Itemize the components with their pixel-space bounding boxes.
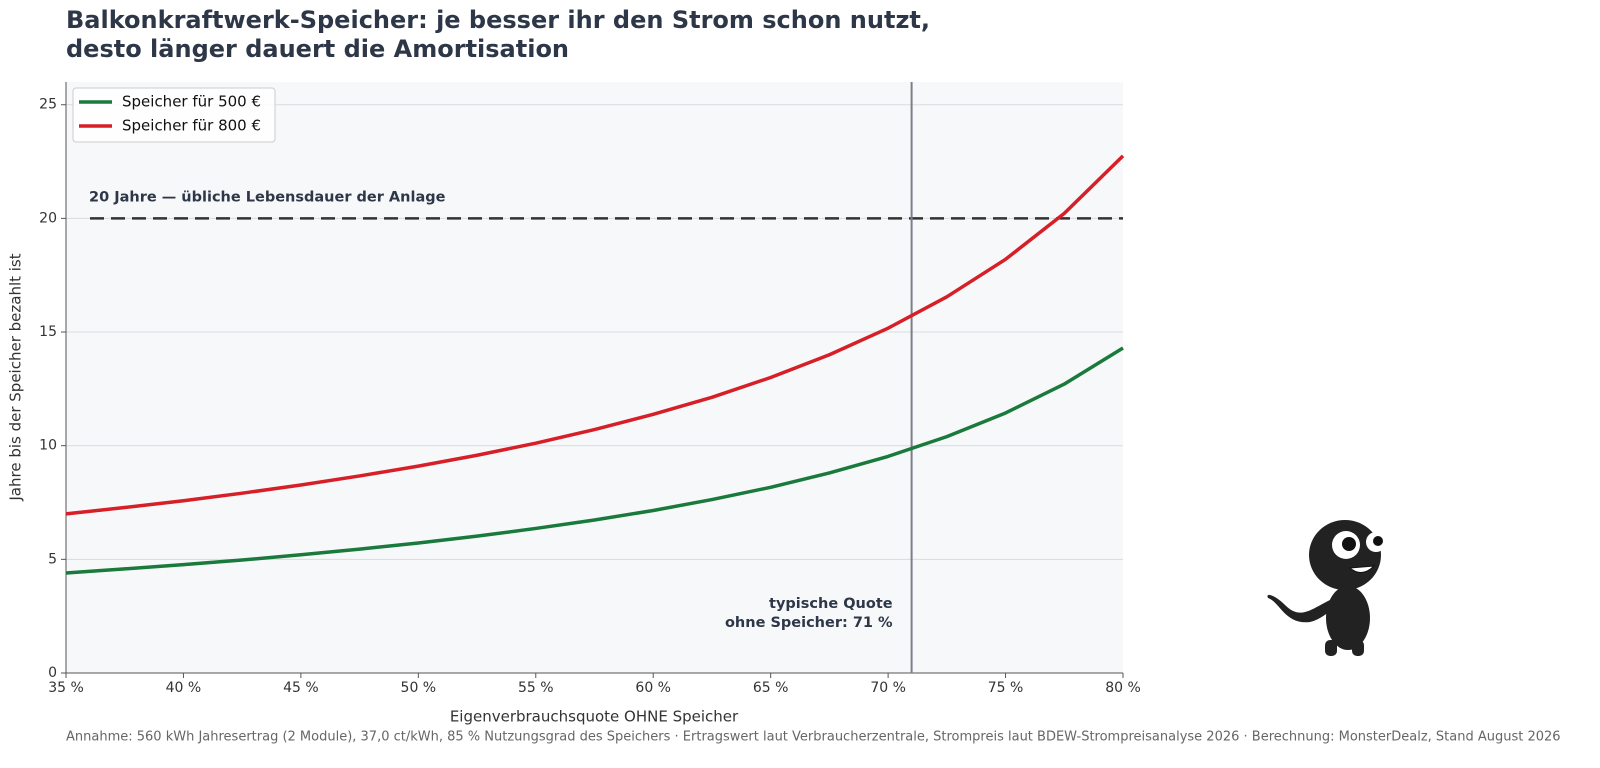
x-tick-label: 70 %	[870, 680, 906, 696]
x-tick-label: 55 %	[518, 680, 554, 696]
y-axis-label: Jahre bis der Speicher bezahlt ist	[7, 253, 25, 501]
plot-area	[66, 82, 1123, 673]
x-tick-label: 75 %	[988, 680, 1024, 696]
mascot	[1267, 520, 1386, 656]
y-tick-label: 10	[39, 438, 57, 454]
x-axis-label: Eigenverbrauchsquote OHNE Speicher	[450, 708, 739, 726]
y-tick-label: 25	[39, 97, 57, 113]
x-tick-label: 60 %	[635, 680, 671, 696]
y-tick-label: 15	[39, 324, 57, 340]
x-tick-label: 50 %	[401, 680, 437, 696]
x-tick-label: 45 %	[283, 680, 319, 696]
y-tick-label: 5	[48, 551, 57, 567]
legend-box	[72, 87, 276, 143]
legend-label: Speicher für 500 €	[122, 93, 261, 111]
series-line	[65, 154, 1125, 516]
footnote: Annahme: 560 kWh Jahresertrag (2 Module)…	[66, 730, 1561, 745]
reference-label: ohne Speicher: 71 %	[725, 615, 893, 631]
y-tick-label: 0	[48, 665, 57, 681]
chart-title: Balkonkraftwerk-Speicher: je besser ihr …	[66, 6, 930, 34]
reference-label: typische Quote	[769, 596, 893, 612]
x-tick-label: 65 %	[753, 680, 789, 696]
legend-label: Speicher für 800 €	[122, 117, 261, 135]
series-line	[65, 346, 1124, 575]
x-tick-label: 40 %	[166, 680, 202, 696]
x-tick-label: 35 %	[48, 680, 84, 696]
y-tick-label: 20	[39, 210, 57, 226]
x-tick-label: 80 %	[1105, 680, 1141, 696]
legend: Speicher für 500 € Speicher für 800 €	[72, 87, 276, 143]
reference-label: 20 Jahre — übliche Lebensdauer der Anlag…	[89, 189, 446, 205]
chart-title: desto länger dauert die Amortisation	[66, 35, 569, 63]
